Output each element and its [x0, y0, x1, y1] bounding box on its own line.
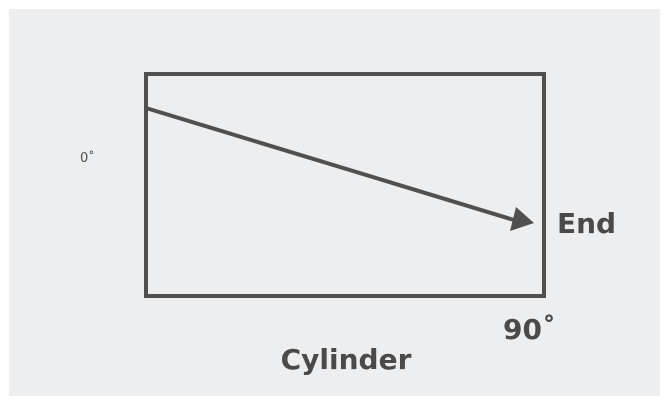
end-label: End — [557, 207, 616, 240]
background-panel — [9, 9, 660, 396]
cylinder-rectangle — [144, 72, 546, 298]
arrow-head — [510, 207, 534, 231]
end-angle-label: 90˚ — [503, 313, 556, 346]
arrow-shaft — [145, 106, 515, 222]
start-angle-label: 0˚ — [80, 150, 95, 166]
caption: Cylinder — [281, 343, 412, 376]
